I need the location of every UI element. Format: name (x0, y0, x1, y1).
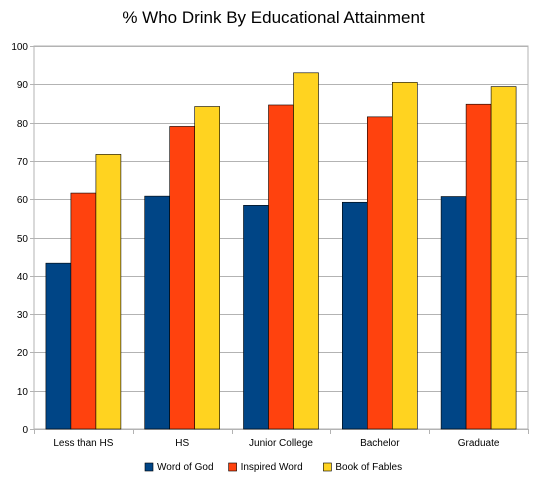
y-tick-label: 40 (17, 272, 29, 283)
chart-title: % Who Drink By Educational Attainment (122, 8, 425, 27)
x-tick-label: Junior College (249, 438, 313, 449)
legend-label-book-of-fables: Book of Fables (335, 462, 402, 473)
bar-book-of-fables-3 (293, 72, 319, 430)
bar-word-of-god-2 (144, 195, 170, 430)
legend-label-word-of-god: Word of God (157, 462, 214, 473)
bar-book-of-fables-2 (194, 106, 220, 430)
y-tick-label: 100 (11, 42, 28, 53)
bar-inspired-word-3 (268, 104, 294, 430)
y-tick-label: 60 (17, 195, 29, 206)
bar-word-of-god-1 (45, 262, 72, 430)
bar-book-of-fables-4 (391, 82, 418, 430)
y-tick-label: 90 (17, 80, 29, 91)
bar-word-of-god-3 (243, 205, 269, 430)
bar-word-of-god-5 (440, 196, 467, 430)
legend-label-inspired-word: Inspired Word (241, 462, 303, 473)
legend: Word of God Inspired Word Book of Fables (144, 462, 402, 473)
legend-swatch-word-of-god (144, 462, 154, 472)
legend-swatch-book-of-fables (323, 462, 332, 472)
y-tick-label: 50 (17, 234, 29, 245)
axes: 0 10 20 30 40 50 60 70 80 90 100 Less than HS HS Juni… (11, 42, 529, 449)
x-tick-label: HS (175, 438, 189, 449)
x-tick-label: Less than HS (53, 438, 113, 449)
y-tick-label: 80 (17, 119, 29, 130)
x-tick-label: Bachelor (360, 438, 400, 449)
x-tick-label: Graduate (458, 438, 500, 449)
y-tick-label: 0 (22, 425, 28, 436)
y-tick-label: 20 (17, 348, 29, 359)
y-tick-label: 10 (17, 387, 29, 398)
bars (45, 72, 517, 430)
bar-word-of-god-4 (341, 201, 368, 430)
y-tick-label: 30 (17, 310, 29, 321)
bar-inspired-word-1 (70, 192, 97, 430)
bar-inspired-word-5 (465, 103, 492, 430)
bar-book-of-fables-1 (95, 154, 122, 430)
bar-inspired-word-2 (169, 126, 195, 430)
bar-inspired-word-4 (366, 116, 393, 430)
y-tick-label: 70 (17, 157, 29, 168)
legend-swatch-inspired-word (228, 462, 237, 472)
bar-book-of-fables-5 (490, 86, 517, 430)
